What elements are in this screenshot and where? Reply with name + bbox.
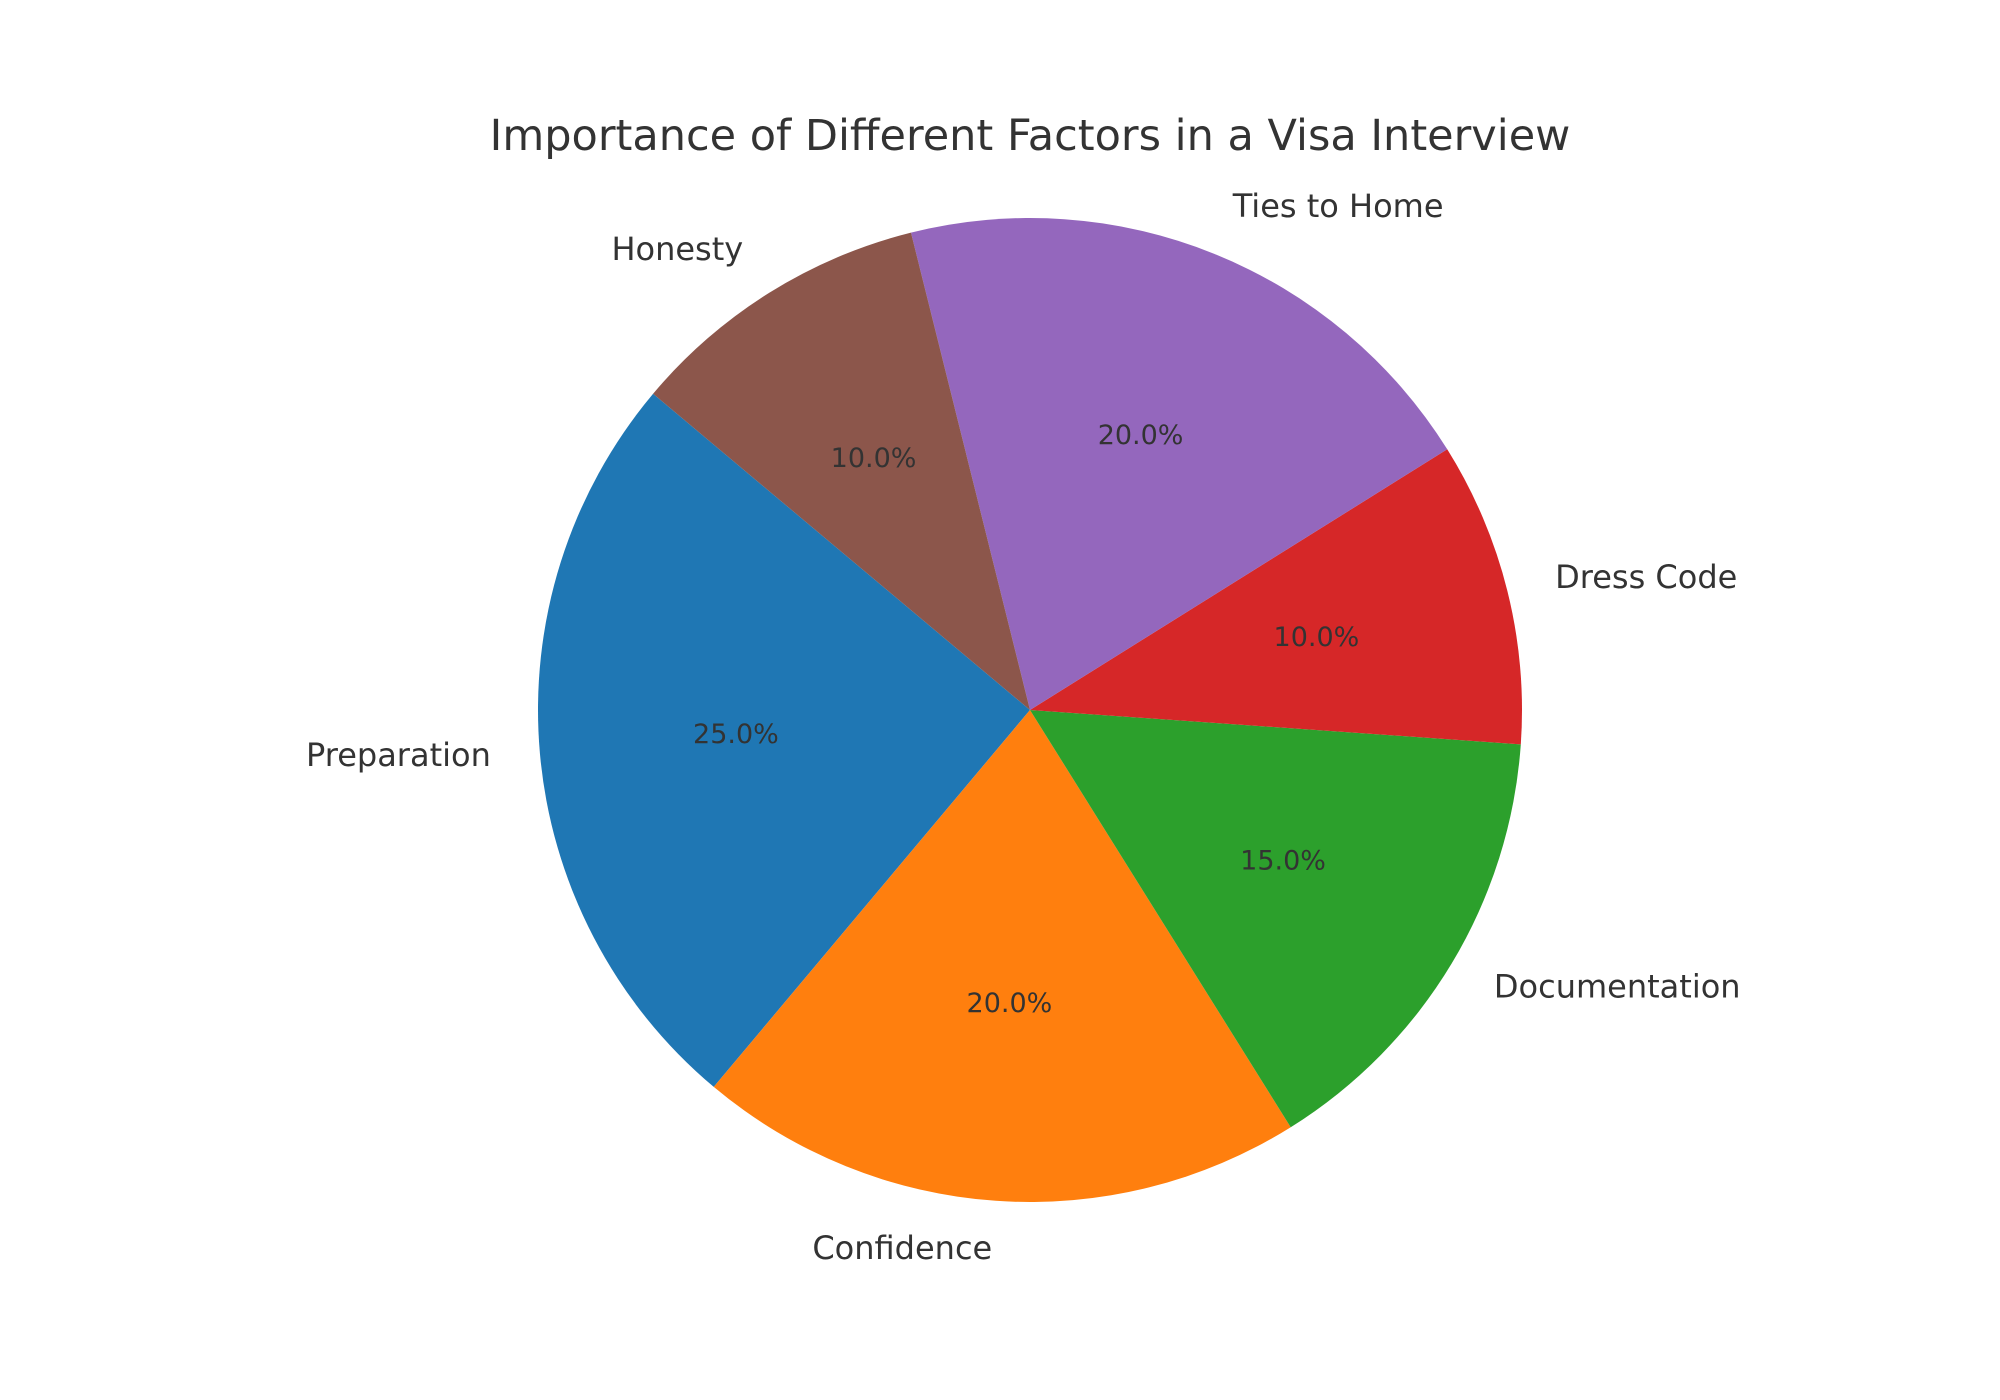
pie-slices: [538, 218, 1522, 1203]
pie-slice-dress-code: [1030, 449, 1522, 745]
slice-label-dress-code: Dress Code: [1555, 558, 1737, 596]
pie-slice-preparation: [538, 393, 1030, 1087]
pie-slice-documentation: [1030, 710, 1521, 1128]
slice-percent-ties-to-home: 20.0%: [1098, 420, 1184, 451]
slice-percent-preparation: 25.0%: [693, 719, 779, 750]
slice-label-honesty: Honesty: [611, 230, 743, 268]
slice-percent-honesty: 10.0%: [831, 443, 917, 474]
slice-percent-dress-code: 10.0%: [1274, 622, 1360, 653]
pie-labels: Preparation 25.0% Confidence 20.0% Documenta…: [306, 187, 1741, 1267]
slice-label-confidence: Confidence: [812, 1229, 992, 1267]
slice-label-preparation: Preparation: [306, 736, 491, 774]
slice-label-ties-to-home: Ties to Home: [1232, 187, 1444, 225]
pie-slice-confidence: [713, 710, 1291, 1203]
pie-slice-ties-to-home: [910, 218, 1448, 710]
slice-percent-confidence: 20.0%: [967, 988, 1053, 1019]
slice-label-documentation: Documentation: [1494, 968, 1741, 1006]
chart-title: Importance of Different Factors in a Vis…: [490, 111, 1571, 161]
slice-percent-documentation: 15.0%: [1240, 846, 1326, 877]
pie-slice-honesty: [653, 232, 1030, 710]
